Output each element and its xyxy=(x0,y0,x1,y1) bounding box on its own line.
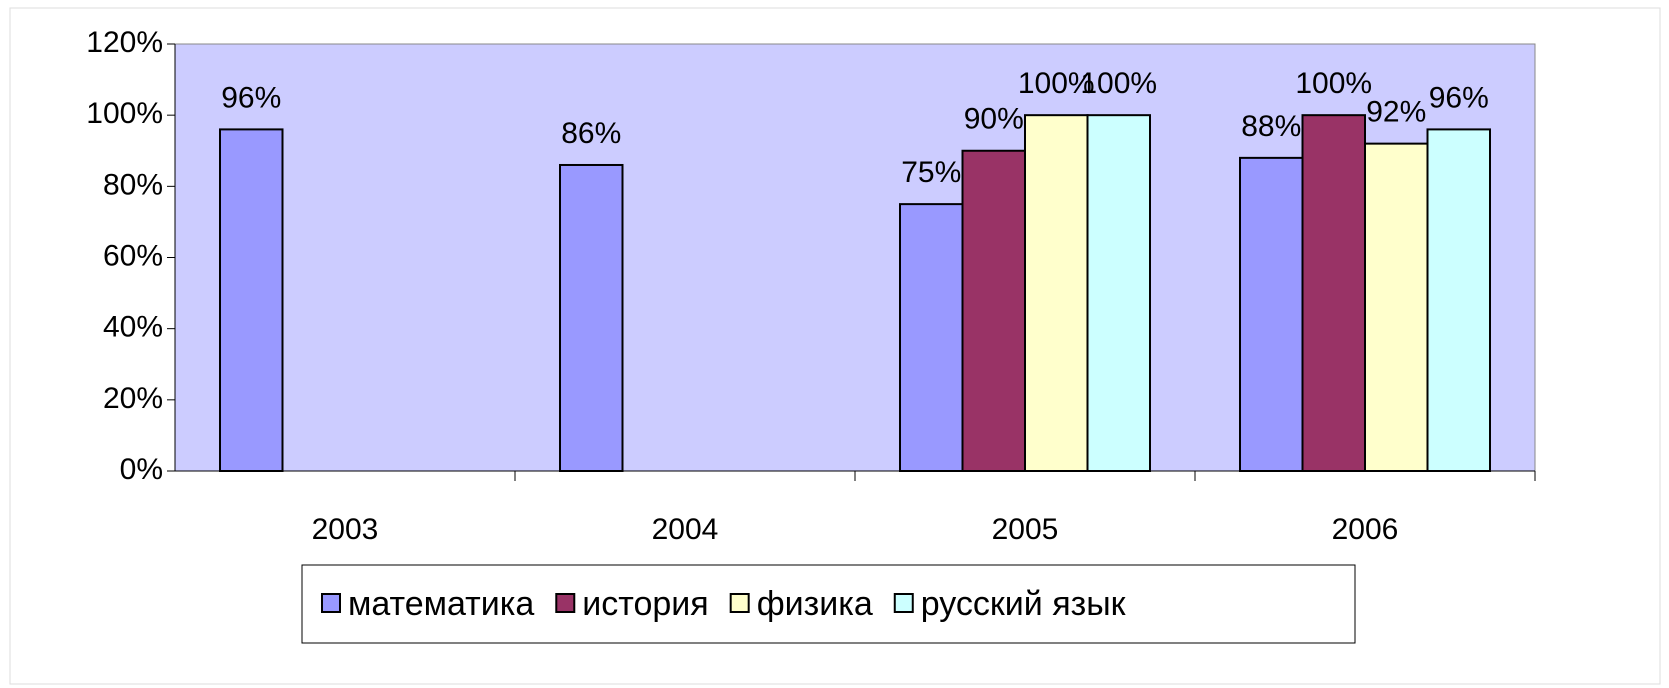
bar xyxy=(1086,114,1151,473)
value-label: 90% xyxy=(964,103,1024,136)
legend-label: русский язык xyxy=(921,585,1127,623)
bar xyxy=(899,203,964,472)
bar xyxy=(1426,128,1491,472)
bar xyxy=(1239,156,1304,472)
y-tick-label: 80% xyxy=(103,168,163,201)
legend-label: математика xyxy=(348,585,534,623)
x-tick-label: 2004 xyxy=(652,513,719,546)
bar xyxy=(1364,142,1429,472)
bar xyxy=(1301,114,1366,473)
bar xyxy=(219,128,284,472)
y-tick-label: 0% xyxy=(120,453,163,486)
bar xyxy=(559,163,624,472)
legend-swatch xyxy=(555,593,576,613)
x-tick-label: 2006 xyxy=(1332,513,1399,546)
y-tick-label: 40% xyxy=(103,311,163,344)
value-label: 75% xyxy=(901,156,961,189)
value-label: 92% xyxy=(1366,96,1426,129)
bar xyxy=(961,149,1026,472)
y-tick-label: 60% xyxy=(103,239,163,272)
legend-label: история xyxy=(582,585,708,623)
x-tick-label: 2005 xyxy=(992,513,1059,546)
value-label: 100% xyxy=(1080,67,1157,100)
legend-swatch xyxy=(321,593,341,613)
legend-swatch xyxy=(893,593,914,613)
y-tick-label: 100% xyxy=(86,97,163,130)
value-label: 96% xyxy=(1429,81,1489,114)
legend-label: физика xyxy=(757,585,873,623)
value-label: 96% xyxy=(221,81,281,114)
value-label: 88% xyxy=(1241,110,1301,143)
y-tick-label: 120% xyxy=(86,26,163,59)
legend-swatch xyxy=(729,593,750,613)
bar xyxy=(1024,114,1089,473)
value-label: 86% xyxy=(561,117,621,150)
y-tick-label: 20% xyxy=(103,382,163,415)
value-label: 100% xyxy=(1018,67,1095,100)
value-label: 100% xyxy=(1295,67,1372,100)
legend-box xyxy=(301,564,1356,644)
x-tick-label: 2003 xyxy=(312,513,379,546)
